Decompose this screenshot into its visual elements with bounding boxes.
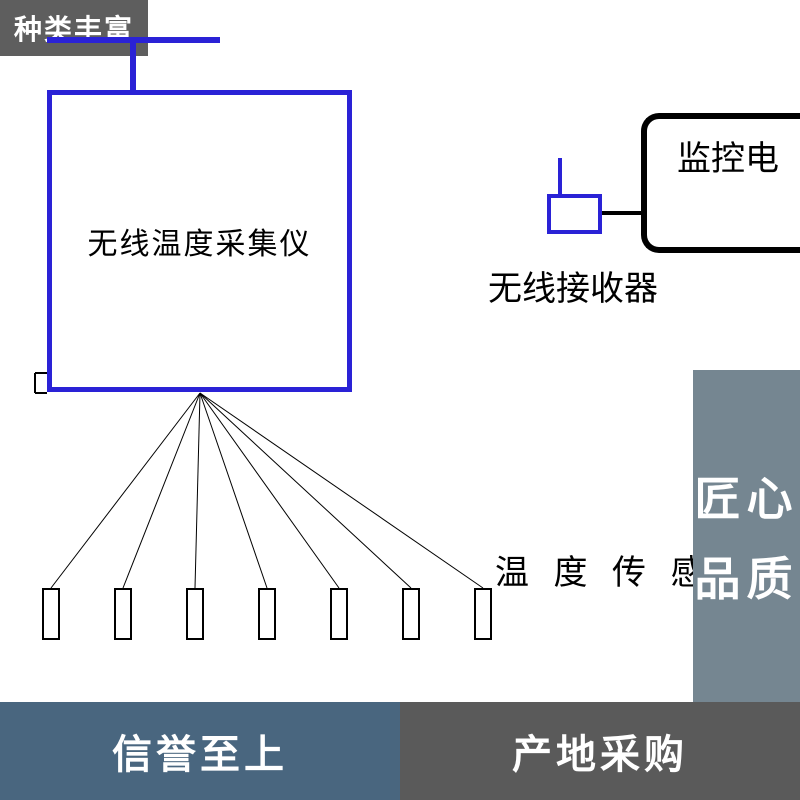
badge-variety: 种类丰富: [0, 0, 148, 56]
badge-craftsmanship: 匠心 品质: [693, 370, 800, 702]
sensor-rect-6: [402, 588, 420, 640]
sensor-line-3: [195, 393, 200, 588]
footer-left: 信誉至上: [0, 702, 400, 800]
badge-craftsmanship-line1: 匠心: [695, 463, 799, 529]
receiver-box: [547, 194, 602, 234]
monitor-box: 监控电: [641, 113, 800, 253]
collector-label: 无线温度采集仪: [88, 219, 312, 263]
sensor-rect-2: [114, 588, 132, 640]
footer-right-text: 产地采购: [512, 722, 688, 780]
diagram-canvas: 种类丰富 无线温度采集仪 监控电 无线接收器 温 度 传 感 器: [0, 0, 800, 800]
monitor-label: 监控电: [677, 131, 779, 180]
footer-band: 信誉至上 产地采购: [0, 702, 800, 800]
badge-craftsmanship-line2: 品质: [695, 543, 799, 609]
receiver-label: 无线接收器: [488, 261, 658, 310]
sensor-line-1: [51, 393, 200, 588]
sensor-rect-3: [186, 588, 204, 640]
sensor-line-7: [200, 393, 483, 588]
sensor-rect-1: [42, 588, 60, 640]
sensor-rect-7: [474, 588, 492, 640]
sensor-line-4: [200, 393, 267, 588]
sensor-line-2: [123, 393, 200, 588]
sensor-rect-5: [330, 588, 348, 640]
sensor-line-5: [200, 393, 339, 588]
sensor-line-6: [200, 393, 411, 588]
collector-box: 无线温度采集仪: [47, 90, 352, 392]
footer-right: 产地采购: [400, 702, 800, 800]
footer-left-text: 信誉至上: [112, 722, 288, 780]
sensor-rect-4: [258, 588, 276, 640]
